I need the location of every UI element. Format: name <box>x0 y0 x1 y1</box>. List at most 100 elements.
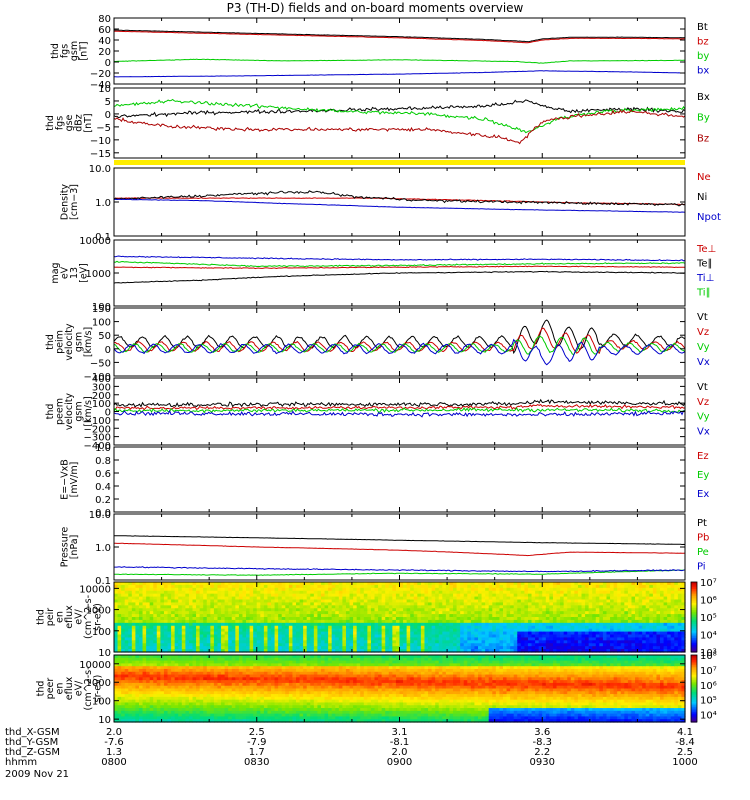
heatmap-cell <box>124 660 129 664</box>
y-tick-label: −10 <box>90 136 111 147</box>
heatmap-cell <box>592 611 597 615</box>
heatmap-cell <box>174 674 179 678</box>
heatmap-cell <box>388 590 393 595</box>
heatmap-cell <box>381 628 386 633</box>
heatmap-cell <box>160 713 165 718</box>
heatmap-cell <box>153 596 158 601</box>
heatmap-cell <box>160 666 165 670</box>
heatmap-cell <box>531 646 536 650</box>
series-line-Vz <box>113 403 686 411</box>
heatmap-cell <box>188 677 194 681</box>
heatmap-cell <box>163 660 169 664</box>
heatmap-cell <box>124 668 129 673</box>
heatmap-cell <box>331 622 336 627</box>
heatmap-cell <box>263 611 269 615</box>
heatmap-cell <box>335 637 340 641</box>
heatmap-cell <box>403 628 408 633</box>
heatmap-cell <box>527 605 533 609</box>
heatmap-cell <box>117 685 122 690</box>
heatmap-cell <box>146 599 151 604</box>
heatmap-cell <box>663 640 668 644</box>
heatmap-cell <box>142 666 147 670</box>
heatmap-cell <box>231 593 236 598</box>
heatmap-cell <box>385 596 390 601</box>
heatmap-cell <box>460 622 465 627</box>
series-line-Vx <box>113 409 686 418</box>
heatmap-cell <box>428 617 433 621</box>
heatmap-cell <box>642 593 647 598</box>
heatmap-cell <box>203 602 208 606</box>
heatmap-cell <box>313 634 319 639</box>
heatmap-cell <box>142 655 147 659</box>
heatmap-cell <box>313 614 319 618</box>
heatmap-cell <box>153 631 158 636</box>
heatmap-cell <box>203 682 208 687</box>
heatmap-cell <box>478 596 483 601</box>
heatmap-cell <box>545 608 550 612</box>
heatmap-cell <box>117 605 122 609</box>
heatmap-cell <box>624 637 629 641</box>
heatmap-cell <box>360 625 365 630</box>
heatmap-cell <box>181 666 186 670</box>
heatmap-cell <box>574 596 579 601</box>
heatmap-cell <box>438 628 443 633</box>
heatmap-cell <box>235 596 240 601</box>
heatmap-cell <box>281 625 286 630</box>
heatmap-cell <box>281 646 286 650</box>
heatmap-cell <box>331 631 336 636</box>
heatmap-cell <box>213 590 219 595</box>
heatmap-cell <box>363 605 368 609</box>
heatmap-cell <box>274 622 279 627</box>
heatmap-cell <box>356 614 361 618</box>
heatmap-cell <box>199 605 204 609</box>
heatmap-cell <box>677 646 683 650</box>
heatmap-cell <box>210 590 215 595</box>
heatmap-cell <box>203 614 208 618</box>
heatmap-cell <box>652 631 658 636</box>
heatmap-cell <box>156 696 161 701</box>
heatmap-cell <box>288 649 294 653</box>
heatmap-cell <box>213 617 219 621</box>
heatmap-cell <box>656 605 661 609</box>
heatmap-cell <box>606 622 611 627</box>
heatmap-cell <box>167 694 172 698</box>
heatmap-cell <box>595 605 600 609</box>
heatmap-cell <box>320 614 326 618</box>
heatmap-cell <box>124 619 129 624</box>
heatmap-cell <box>681 596 686 601</box>
heatmap-cell <box>192 593 197 598</box>
heatmap-cell <box>149 685 154 690</box>
heatmap-cell <box>417 640 422 644</box>
heatmap-cell <box>181 691 186 695</box>
heatmap-cell <box>263 590 269 595</box>
heatmap-cell <box>463 587 468 592</box>
heatmap-cell <box>288 643 294 647</box>
heatmap-cell <box>278 590 283 595</box>
heatmap-cell <box>645 637 650 641</box>
heatmap-cell <box>124 590 129 595</box>
heatmap-cell <box>670 619 675 624</box>
heatmap-cell <box>660 590 665 595</box>
heatmap-cell <box>185 655 190 659</box>
heatmap-cell <box>167 685 172 690</box>
heatmap-cell <box>467 605 472 609</box>
heatmap-cell <box>188 640 194 644</box>
y-tick-label: 100 <box>92 399 111 410</box>
legend-label: Ez <box>697 451 709 462</box>
heatmap-cell <box>324 587 329 592</box>
heatmap-cell <box>385 599 390 604</box>
heatmap-cell <box>288 608 294 612</box>
heatmap-cell <box>149 710 154 715</box>
heatmap-cell <box>117 649 122 653</box>
heatmap-cell <box>474 625 479 630</box>
heatmap-cell <box>192 719 197 723</box>
heatmap-cell <box>610 622 615 627</box>
heatmap-cell <box>595 640 600 644</box>
heatmap-cell <box>163 680 169 684</box>
heatmap-cell <box>296 590 301 595</box>
heatmap-cell <box>428 587 433 592</box>
heatmap-cell <box>181 599 186 604</box>
heatmap-cell <box>403 599 408 604</box>
heatmap-cell <box>520 582 526 586</box>
